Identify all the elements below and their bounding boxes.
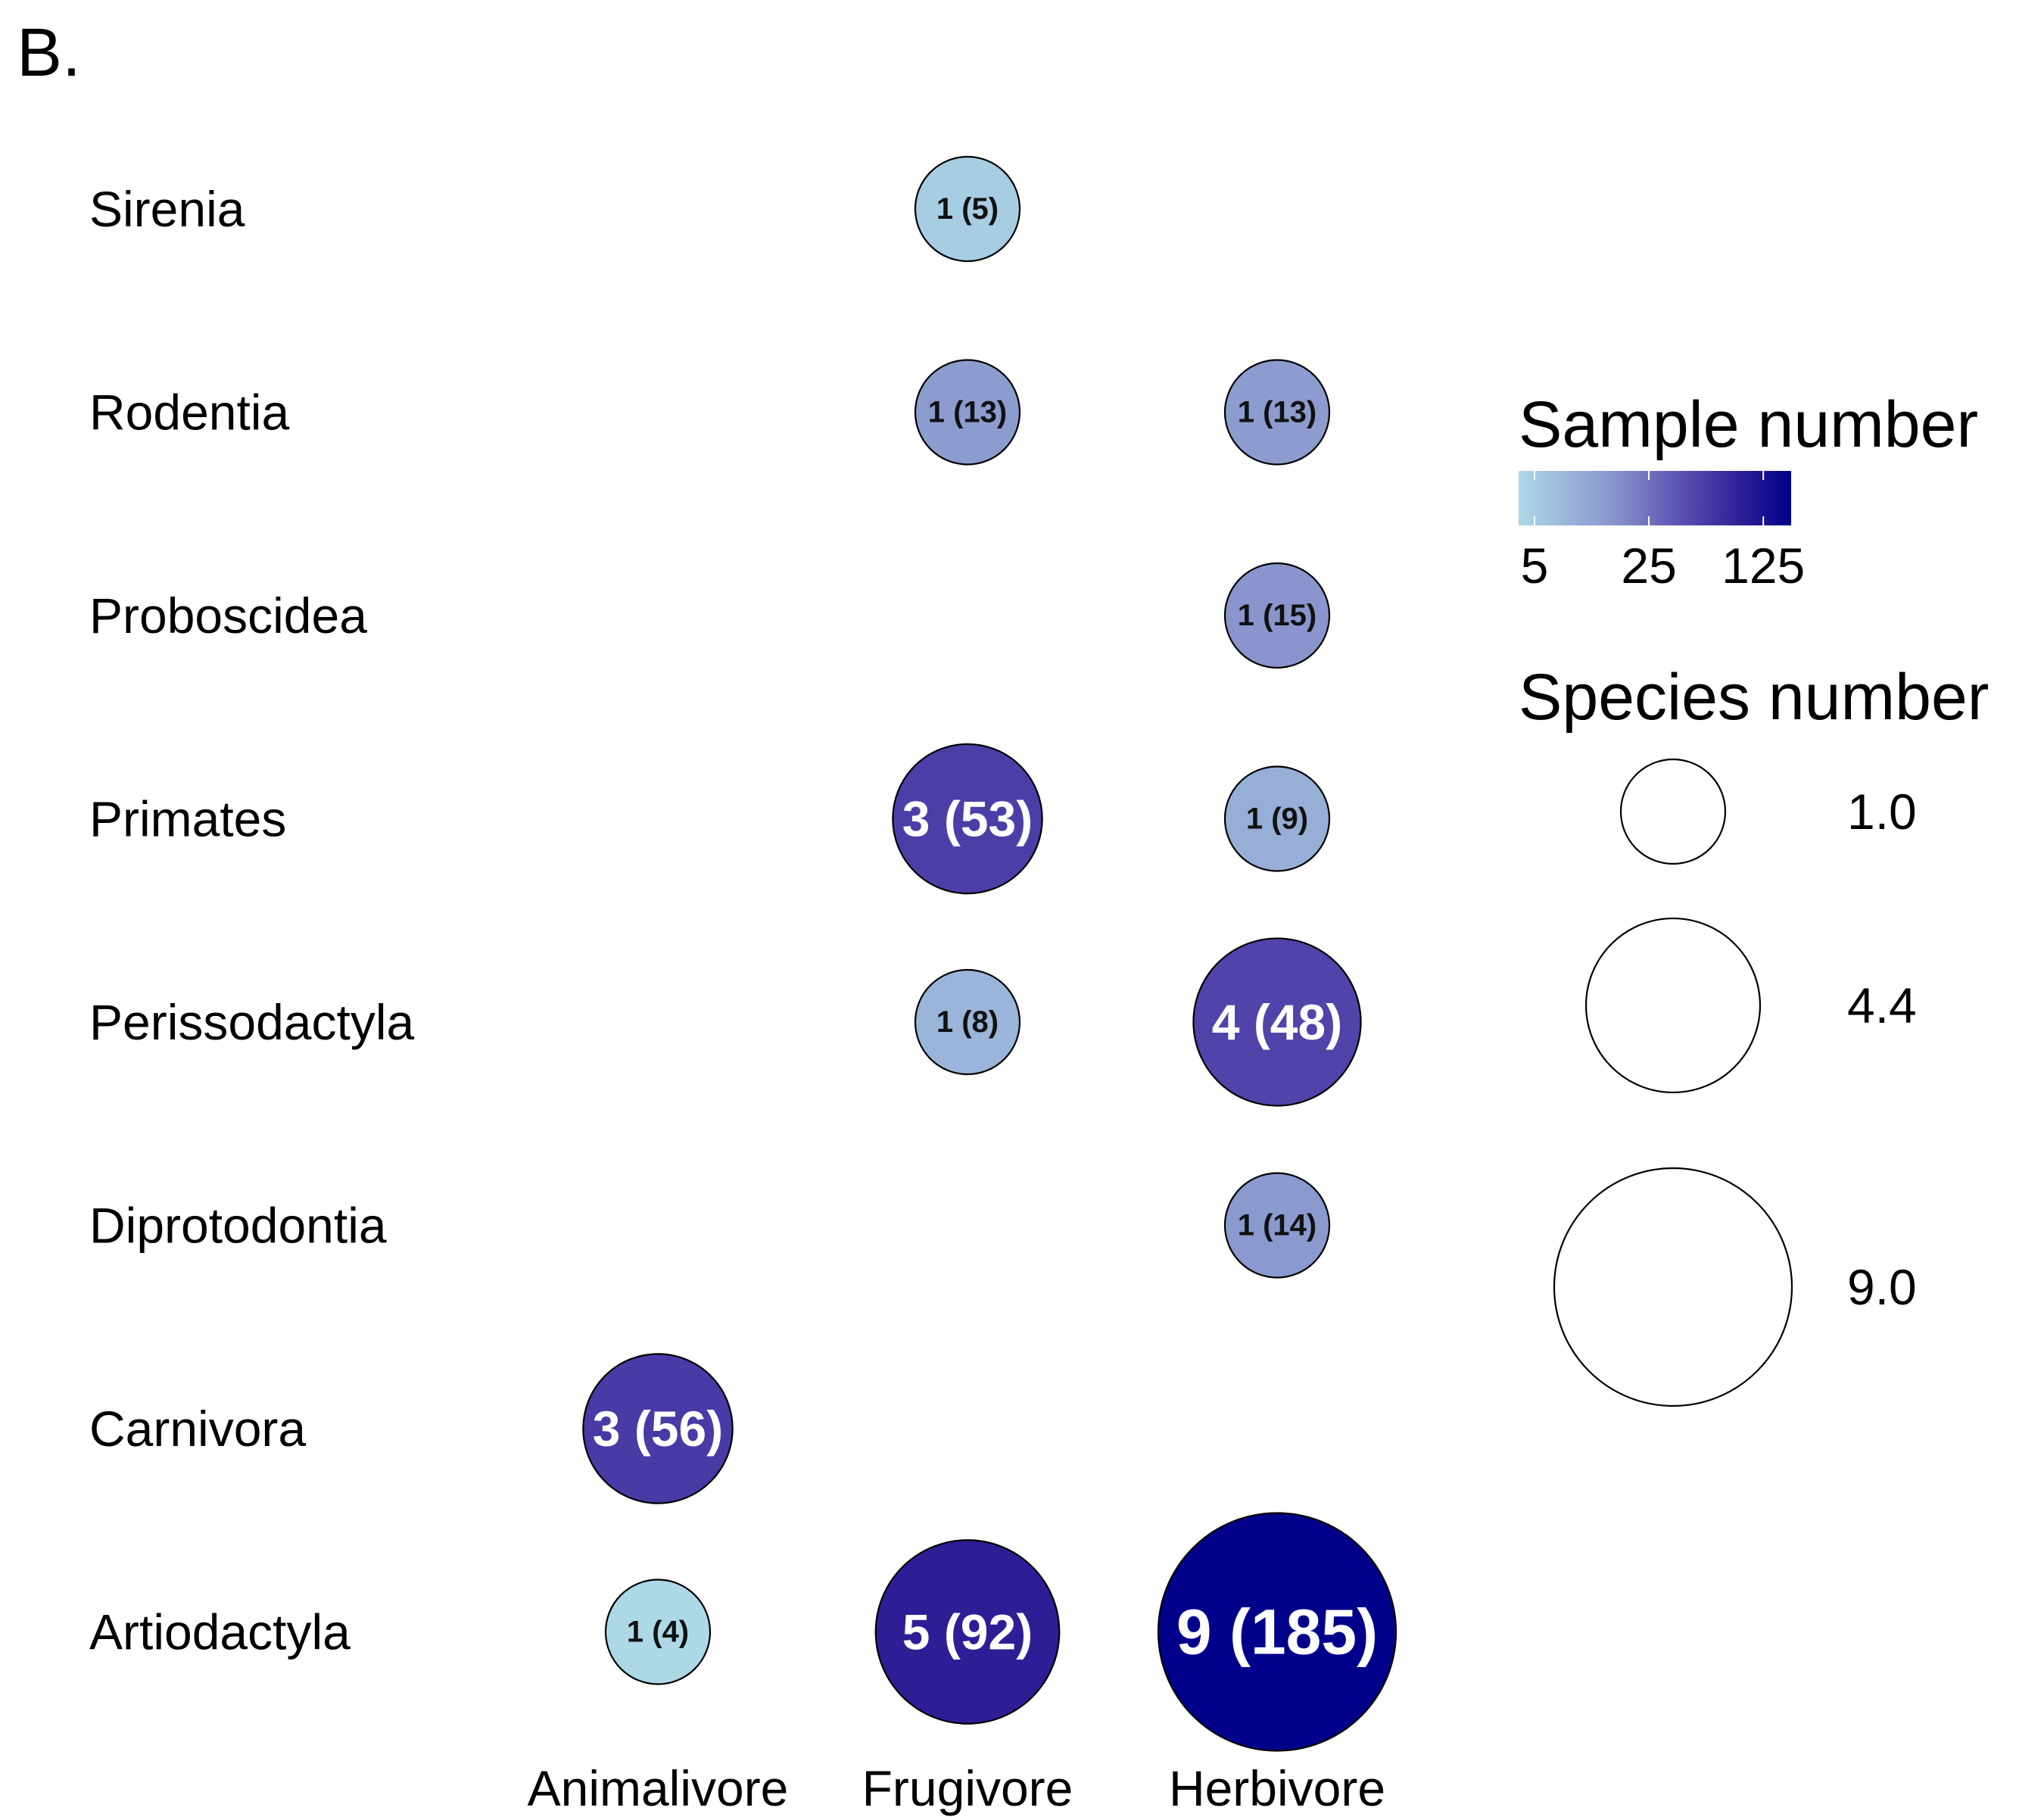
bubble-sirenia-frugivore-label: 1 (5) [936,192,999,226]
bubble-artiodactyla-herbivore-label: 9 (185) [1176,1597,1378,1668]
column-label-herbivore: Herbivore [1169,1760,1385,1816]
bubble-artiodactyla-frugivore-label: 5 (92) [902,1604,1033,1660]
column-label-animalivore: Animalivore [528,1760,789,1816]
bubble-perissodactyla-herbivore [1192,937,1362,1107]
row-label-diprotodontia: Diprotodontia [89,1198,387,1254]
color-tick-label: 125 [1722,538,1805,594]
row-label-primates: Primates [89,791,286,847]
bubble-primates-herbivore [1223,765,1331,872]
bubble-rodentia-herbivore [1223,359,1331,466]
bubble-primates-frugivore [892,743,1043,895]
bubble-artiodactyla-frugivore [874,1539,1061,1725]
bubble-primates-frugivore-label: 3 (53) [902,791,1033,847]
color-legend-bar [1519,471,1791,525]
row-label-sirenia: Sirenia [89,181,245,237]
column-labels: Animalivore Frugivore Herbivore [528,1760,1385,1816]
size-legend-label: 4.4 [1847,977,1917,1033]
size-legend-label: 1.0 [1847,784,1917,840]
color-tick-label: 5 [1521,538,1549,594]
color-legend-title: Sample number [1519,388,1978,461]
color-legend: Sample number 5 25 125 [1519,388,1978,594]
panel-label: B. [17,15,81,91]
bubble-sirenia-frugivore [914,155,1021,263]
bubble-rodentia-frugivore [914,359,1021,466]
column-label-frugivore: Frugivore [862,1760,1073,1816]
size-legend-circle [1584,917,1762,1094]
bubbles: 1 (5) 1 (13) 1 (13) 1 (15) 3 (53) 1 (9) 1 (8) 4… [582,155,1397,1752]
bubble-rodentia-herbivore-label: 1 (13) [1238,396,1317,429]
row-label-carnivora: Carnivora [89,1401,306,1457]
bubble-rodentia-frugivore-label: 1 (13) [928,396,1008,429]
bubble-proboscidea-herbivore [1223,562,1331,669]
size-legend: Species number 1.0 4.4 9.0 [1519,661,1989,1407]
size-legend-items: 1.0 4.4 9.0 [1553,758,1917,1407]
row-label-rodentia: Rodentia [89,385,289,441]
size-legend-circle [1619,758,1727,865]
row-labels: Sirenia Rodentia Proboscidea Primates Periss… [89,181,414,1660]
bubble-proboscidea-herbivore-label: 1 (15) [1238,599,1317,632]
bubble-artiodactyla-animalivore-label: 1 (4) [627,1616,689,1649]
size-legend-title: Species number [1519,661,1989,734]
bubble-perissodactyla-frugivore [914,968,1021,1076]
bubble-artiodactyla-animalivore [604,1579,712,1685]
bubble-artiodactyla-herbivore [1157,1512,1397,1752]
color-tick-label: 25 [1621,538,1676,594]
color-legend-ticks: 5 25 125 [1521,471,1805,594]
row-label-artiodactyla: Artiodactyla [89,1604,351,1660]
bubble-perissodactyla-herbivore-label: 4 (48) [1212,994,1342,1050]
row-label-perissodactyla: Perissodactyla [89,994,414,1050]
bubble-diprotodontia-herbivore [1223,1172,1331,1279]
bubble-carnivora-animalivore-label: 3 (56) [593,1401,723,1457]
size-legend-circle [1553,1167,1793,1407]
bubble-primates-herbivore-label: 1 (9) [1246,803,1308,836]
size-legend-label: 9.0 [1847,1259,1917,1315]
bubble-diprotodontia-herbivore-label: 1 (14) [1238,1209,1317,1242]
bubble-perissodactyla-frugivore-label: 1 (8) [936,1005,999,1039]
row-label-proboscidea: Proboscidea [89,587,367,644]
bubble-carnivora-animalivore [582,1353,734,1504]
